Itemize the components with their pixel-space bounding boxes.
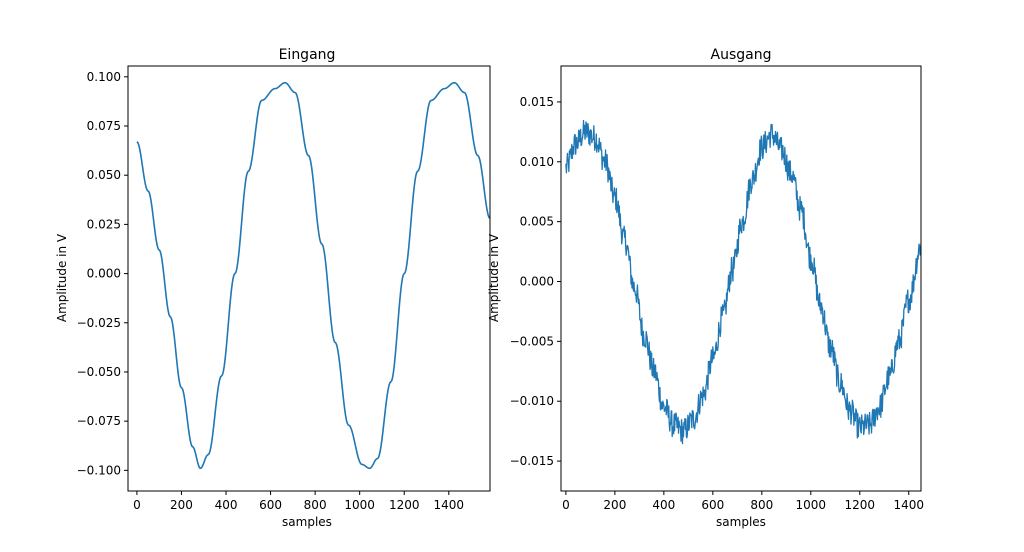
ausgang-y-tick-label: 0.010: [520, 155, 554, 169]
ausgang-x-tick-label: 200: [603, 498, 626, 512]
ausgang-axes-frame: [560, 65, 922, 492]
ausgang-x-tick-label: 600: [701, 498, 724, 512]
eingang-y-tick-label: −0.025: [77, 316, 121, 330]
ausgang-y-tick-label: 0.000: [520, 274, 554, 288]
ausgang-y-tick-label: 0.005: [520, 215, 554, 229]
eingang-y-tick-label: 0.025: [87, 217, 121, 231]
eingang-x-ticks: 0 200 400 600 800 1000 1200 1400: [133, 491, 464, 512]
eingang-y-tick-label: −0.100: [77, 463, 121, 477]
ausgang-series-line-0: [565, 119, 921, 445]
ausgang-y-tick-label: −0.005: [510, 334, 554, 348]
ausgang-y-tick-label: −0.015: [510, 454, 554, 468]
ausgang-ylabel: Amplitude in V: [487, 233, 501, 322]
ausgang-title: Ausgang: [711, 47, 772, 63]
eingang-x-tick-label: 400: [215, 498, 238, 512]
eingang-axes-frame: [127, 65, 491, 492]
ausgang-xlabel: samples: [716, 515, 766, 529]
ausgang-y-ticks: −0.015 −0.010 −0.005 0.000 0.005 0.010 0.015: [510, 95, 561, 468]
eingang-y-ticks: −0.100 −0.075 −0.050 −0.025 0.000 0.025 0.050 0…: [77, 70, 128, 477]
eingang-x-tick-label: 800: [304, 498, 327, 512]
ausgang-y-tick-label: −0.010: [510, 394, 554, 408]
eingang-y-tick-label: −0.050: [77, 365, 121, 379]
eingang-y-tick-label: 0.075: [87, 119, 121, 133]
eingang-series-layer: [136, 81, 490, 470]
ausgang-series-layer: [565, 119, 921, 445]
eingang-y-tick-label: 0.100: [87, 70, 121, 84]
eingang-x-tick-label: 0: [133, 498, 141, 512]
ausgang-plot: Ausgang 0 200 400 600 800 1000 1200 1400 −0.015…: [487, 47, 924, 529]
ausgang-x-tick-label: 1400: [893, 498, 924, 512]
eingang-series-line-0: [136, 81, 490, 470]
eingang-x-tick-label: 600: [259, 498, 282, 512]
eingang-x-tick-label: 200: [170, 498, 193, 512]
ausgang-y-tick-label: 0.015: [520, 95, 554, 109]
eingang-y-tick-label: 0.050: [87, 168, 121, 182]
eingang-plot: Eingang 0 200 400 600 800 1000 1200 1400 −0.100…: [55, 47, 491, 529]
eingang-x-tick-label: 1400: [434, 498, 465, 512]
eingang-y-tick-label: 0.000: [87, 267, 121, 281]
ausgang-x-tick-label: 1200: [845, 498, 876, 512]
ausgang-x-ticks: 0 200 400 600 800 1000 1200 1400: [562, 491, 924, 512]
eingang-x-tick-label: 1000: [344, 498, 375, 512]
eingang-xlabel: samples: [282, 515, 332, 529]
eingang-x-tick-label: 1200: [389, 498, 420, 512]
eingang-ylabel: Amplitude in V: [55, 233, 69, 322]
ausgang-x-tick-label: 400: [652, 498, 675, 512]
ausgang-x-tick-label: 800: [750, 498, 773, 512]
ausgang-x-tick-label: 1000: [796, 498, 827, 512]
eingang-title: Eingang: [279, 47, 336, 63]
eingang-y-tick-label: −0.075: [77, 414, 121, 428]
ausgang-x-tick-label: 0: [562, 498, 570, 512]
